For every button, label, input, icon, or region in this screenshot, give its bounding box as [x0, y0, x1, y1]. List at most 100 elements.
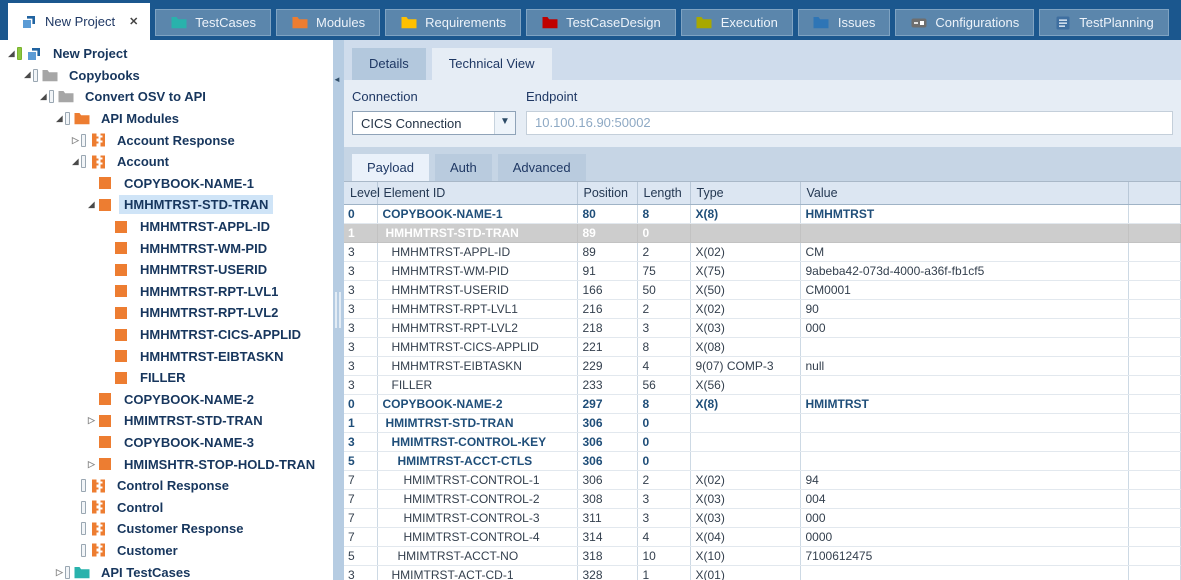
tree-item[interactable]: HMHMTRST-RPT-LVL2 — [0, 302, 333, 324]
tree-item[interactable]: FILLER — [0, 367, 333, 389]
tree-item[interactable]: COPYBOOK-NAME-1 — [0, 173, 333, 195]
field-square-icon — [99, 436, 111, 449]
tree-item[interactable]: HMHMTRST-WM-PID — [0, 237, 333, 259]
expander-icon[interactable]: ▷ — [56, 566, 63, 577]
table-row[interactable]: 7 HMIMTRST-CONTROL-2 308 3 X(03) 004 — [344, 489, 1181, 509]
tree-item[interactable]: ◢ Account — [0, 151, 333, 173]
main-tab[interactable]: Issues ✕ — [797, 9, 891, 36]
cell-value — [800, 375, 1129, 395]
tree-item[interactable]: ◢ Copybooks — [0, 65, 333, 87]
table-row[interactable]: 7 HMIMTRST-CONTROL-1 306 2 X(02) 94 — [344, 470, 1181, 490]
cell-length: 3 — [637, 489, 691, 509]
table-row[interactable]: 3 HMHMTRST-APPL-ID 89 2 X(02) CM — [344, 242, 1181, 262]
main-tab[interactable]: Execution ✕ — [680, 9, 793, 36]
view-tab[interactable]: Technical View — [431, 48, 552, 80]
table-row[interactable]: 3 HMHMTRST-EIBTASKN 229 4 9(07) COMP-3 n… — [344, 356, 1181, 376]
cell-level: 0 — [344, 204, 378, 224]
tree-item-label: HMHMTRST-EIBTASKN — [140, 348, 284, 364]
table-row[interactable]: 1 HMIMTRST-STD-TRAN 306 0 — [344, 413, 1181, 433]
column-header[interactable]: Length — [637, 182, 691, 205]
main-tab[interactable]: Modules ✕ — [276, 9, 381, 36]
expander-icon[interactable]: ◢ — [24, 70, 31, 80]
tree-item[interactable]: COPYBOOK-NAME-2 — [0, 389, 333, 411]
endpoint-input[interactable]: 10.100.16.90:50002 — [526, 111, 1173, 135]
column-header[interactable]: Level — [344, 182, 380, 205]
expander-icon[interactable]: ◢ — [40, 91, 47, 101]
tree-item[interactable]: HMHMTRST-APPL-ID — [0, 216, 333, 238]
tree-item[interactable]: HMHMTRST-USERID — [0, 259, 333, 281]
tree-item[interactable]: COPYBOOK-NAME-3 — [0, 432, 333, 454]
collapse-panel-icon[interactable]: ◄ — [333, 75, 341, 84]
table-row[interactable]: 1 HMHMTRST-STD-TRAN 89 0 — [344, 223, 1181, 243]
table-row[interactable]: 3 HMHMTRST-CICS-APPLID 221 8 X(08) — [344, 337, 1181, 357]
payload-sub-tab[interactable]: Advanced — [497, 154, 586, 181]
column-header[interactable]: Type — [690, 182, 801, 205]
payload-grid: Level Element ID Position Length Type Value 0… — [344, 182, 1181, 580]
main-tab[interactable]: TestCaseDesign ✕ — [526, 9, 676, 36]
table-row[interactable]: 3 HMHMTRST-RPT-LVL2 218 3 X(03) 000 — [344, 318, 1181, 338]
tree-item[interactable]: Customer Response — [0, 518, 333, 540]
tree-item[interactable]: Customer — [0, 540, 333, 562]
column-header[interactable] — [1128, 182, 1181, 205]
main-tab[interactable]: Configurations ✕ — [895, 9, 1035, 36]
folder-icon — [696, 16, 713, 30]
cell-level: 7 — [344, 489, 378, 509]
table-row[interactable]: 7 HMIMTRST-CONTROL-4 314 4 X(04) 0000 — [344, 527, 1181, 547]
cell-length: 4 — [637, 356, 691, 376]
cell-type — [690, 413, 801, 433]
cell-length: 3 — [637, 508, 691, 528]
payload-sub-tab[interactable]: Payload — [352, 154, 429, 181]
expander-icon[interactable]: ▷ — [88, 458, 95, 469]
panel-splitter[interactable]: ◄ — [333, 40, 344, 580]
project-icon — [26, 47, 42, 61]
field-square-icon — [115, 285, 127, 298]
field-square-icon — [115, 306, 127, 319]
main-tab[interactable]: Requirements ✕ — [385, 9, 522, 36]
tree-item[interactable]: ◢ API Modules — [0, 108, 333, 130]
tree-item[interactable]: HMHMTRST-CICS-APPLID — [0, 324, 333, 346]
column-header[interactable]: Element ID — [377, 182, 578, 205]
connection-select[interactable]: CICS Connection ▼ — [352, 111, 516, 135]
tree-item[interactable]: ▷ HMIMTRST-STD-TRAN — [0, 410, 333, 432]
table-row[interactable]: 5 HMIMTRST-ACCT-CTLS 306 0 — [344, 451, 1181, 471]
column-header[interactable]: Value — [800, 182, 1129, 205]
tree-item[interactable]: HMHMTRST-RPT-LVL1 — [0, 281, 333, 303]
tree-item[interactable]: Control — [0, 496, 333, 518]
expander-icon[interactable]: ◢ — [72, 156, 79, 166]
expander-icon[interactable]: ◢ — [88, 199, 95, 209]
tree-item[interactable]: Control Response — [0, 475, 333, 497]
table-row[interactable]: 3 HMHMTRST-RPT-LVL1 216 2 X(02) 90 — [344, 299, 1181, 319]
table-row[interactable]: 3 HMIMTRST-CONTROL-KEY 306 0 — [344, 432, 1181, 452]
table-row[interactable]: 5 HMIMTRST-ACCT-NO 318 10 X(10) 71006124… — [344, 546, 1181, 566]
table-row[interactable]: 3 HMHMTRST-USERID 166 50 X(50) CM0001 — [344, 280, 1181, 300]
expander-icon[interactable]: ◢ — [56, 113, 63, 123]
tree-item[interactable]: ▷ API TestCases — [0, 561, 333, 580]
tree-item[interactable]: HMHMTRST-EIBTASKN — [0, 345, 333, 367]
close-icon[interactable]: ✕ — [129, 16, 139, 28]
expander-icon[interactable]: ▷ — [88, 415, 95, 426]
table-row[interactable]: 3 HMHMTRST-WM-PID 91 75 X(75) 9abeba42-0… — [344, 261, 1181, 281]
cell-level: 7 — [344, 470, 378, 490]
table-row[interactable]: 0 COPYBOOK-NAME-2 297 8 X(8) HMIMTRST — [344, 394, 1181, 414]
table-row[interactable]: 0 COPYBOOK-NAME-1 80 8 X(8) HMHMTRST — [344, 204, 1181, 224]
table-row[interactable]: 3 HMIMTRST-ACT-CD-1 328 1 X(01) — [344, 565, 1181, 580]
table-row[interactable]: 7 HMIMTRST-CONTROL-3 311 3 X(03) 000 — [344, 508, 1181, 528]
tree-item[interactable]: ◢ New Project — [0, 43, 333, 65]
column-header[interactable]: Position — [577, 182, 638, 205]
tree-item[interactable]: ▷ Account Response — [0, 129, 333, 151]
expander-icon[interactable]: ◢ — [8, 48, 15, 58]
tree-item[interactable]: ◢ HMHMTRST-STD-TRAN — [0, 194, 333, 216]
main-tab[interactable]: TestCases ✕ — [155, 9, 271, 36]
table-row[interactable]: 3 FILLER 233 56 X(56) — [344, 375, 1181, 395]
tree-item[interactable]: ◢ Convert OSV to API — [0, 86, 333, 108]
cell-extra — [1128, 527, 1181, 547]
tree-item[interactable]: ▷ HMIMSHTR-STOP-HOLD-TRAN — [0, 453, 333, 475]
expander-icon[interactable]: ▷ — [72, 134, 79, 145]
view-tab[interactable]: Details — [352, 48, 426, 80]
cell-type — [690, 451, 801, 471]
cell-length: 0 — [637, 451, 691, 471]
payload-sub-tab[interactable]: Auth — [434, 154, 492, 181]
main-tab[interactable]: New Project ✕ — [8, 3, 151, 40]
tree-item-label: New Project — [53, 46, 128, 62]
main-tab[interactable]: TestPlanning ✕ — [1039, 9, 1169, 36]
